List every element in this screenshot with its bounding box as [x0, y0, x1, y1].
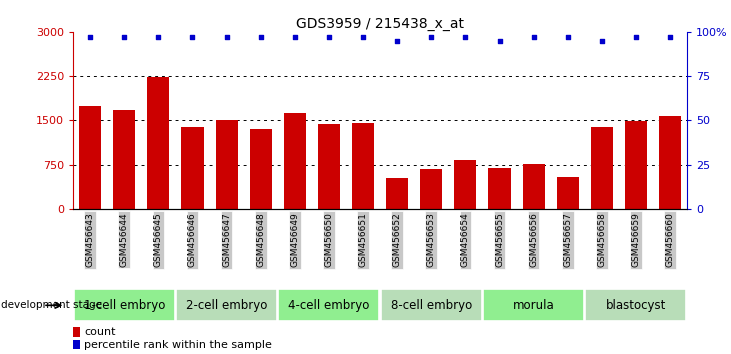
Point [460, 34, 471, 40]
Bar [488, 167, 510, 209]
Point [289, 34, 300, 40]
Bar [147, 77, 170, 209]
Title: GDS3959 / 215438_x_at: GDS3959 / 215438_x_at [296, 17, 464, 31]
Text: morula: morula [512, 299, 555, 312]
Bar [659, 116, 681, 209]
Text: blastocyst: blastocyst [606, 299, 666, 312]
Text: GSM456655: GSM456655 [495, 212, 504, 267]
Text: GSM456653: GSM456653 [427, 212, 436, 267]
Point [596, 38, 607, 44]
Point [221, 34, 232, 40]
Bar [386, 178, 408, 209]
Point [255, 34, 267, 40]
Bar [74, 289, 175, 321]
Bar [591, 127, 613, 209]
Point [562, 34, 574, 40]
Bar [216, 120, 238, 209]
Bar [381, 289, 482, 321]
Bar [181, 127, 203, 209]
Point [153, 34, 164, 40]
Bar [176, 289, 277, 321]
Text: 4-cell embryo: 4-cell embryo [288, 299, 370, 312]
Point [84, 34, 96, 40]
Bar [557, 177, 579, 209]
Bar [113, 110, 135, 209]
Bar [284, 113, 306, 209]
Text: GSM456647: GSM456647 [222, 212, 231, 267]
Text: GSM456656: GSM456656 [529, 212, 538, 267]
Point [186, 34, 198, 40]
Text: GSM456649: GSM456649 [290, 212, 299, 267]
Bar [483, 289, 584, 321]
Point [323, 34, 335, 40]
Point [118, 34, 130, 40]
Bar [625, 121, 647, 209]
Text: GSM456644: GSM456644 [120, 212, 129, 267]
Bar [586, 289, 686, 321]
Point [357, 34, 369, 40]
Point [630, 34, 642, 40]
Text: 1-cell embryo: 1-cell embryo [83, 299, 165, 312]
Text: GSM456657: GSM456657 [564, 212, 572, 267]
Bar [420, 169, 442, 209]
Bar [249, 129, 272, 209]
Text: GSM456658: GSM456658 [597, 212, 606, 267]
Text: percentile rank within the sample: percentile rank within the sample [84, 339, 272, 349]
Text: GSM456643: GSM456643 [86, 212, 94, 267]
Text: GSM456651: GSM456651 [359, 212, 368, 267]
Text: GSM456646: GSM456646 [188, 212, 197, 267]
Point [425, 34, 437, 40]
Bar [79, 105, 101, 209]
Point [664, 34, 676, 40]
Text: GSM456645: GSM456645 [154, 212, 163, 267]
Bar [455, 160, 477, 209]
Text: GSM456654: GSM456654 [461, 212, 470, 267]
Point [493, 38, 505, 44]
Text: GSM456650: GSM456650 [325, 212, 333, 267]
Point [391, 38, 403, 44]
Text: count: count [84, 327, 115, 337]
Text: GSM456660: GSM456660 [666, 212, 675, 267]
Bar [279, 289, 379, 321]
Bar [318, 125, 340, 209]
Bar [523, 164, 545, 209]
Bar [352, 123, 374, 209]
Bar [73, 327, 80, 337]
Text: 2-cell embryo: 2-cell embryo [186, 299, 268, 312]
Text: development stage: development stage [1, 300, 102, 310]
Text: GSM456652: GSM456652 [393, 212, 401, 267]
Text: GSM456659: GSM456659 [632, 212, 640, 267]
Bar [73, 340, 80, 349]
Text: 8-cell embryo: 8-cell embryo [390, 299, 472, 312]
Point [528, 34, 539, 40]
Text: GSM456648: GSM456648 [257, 212, 265, 267]
